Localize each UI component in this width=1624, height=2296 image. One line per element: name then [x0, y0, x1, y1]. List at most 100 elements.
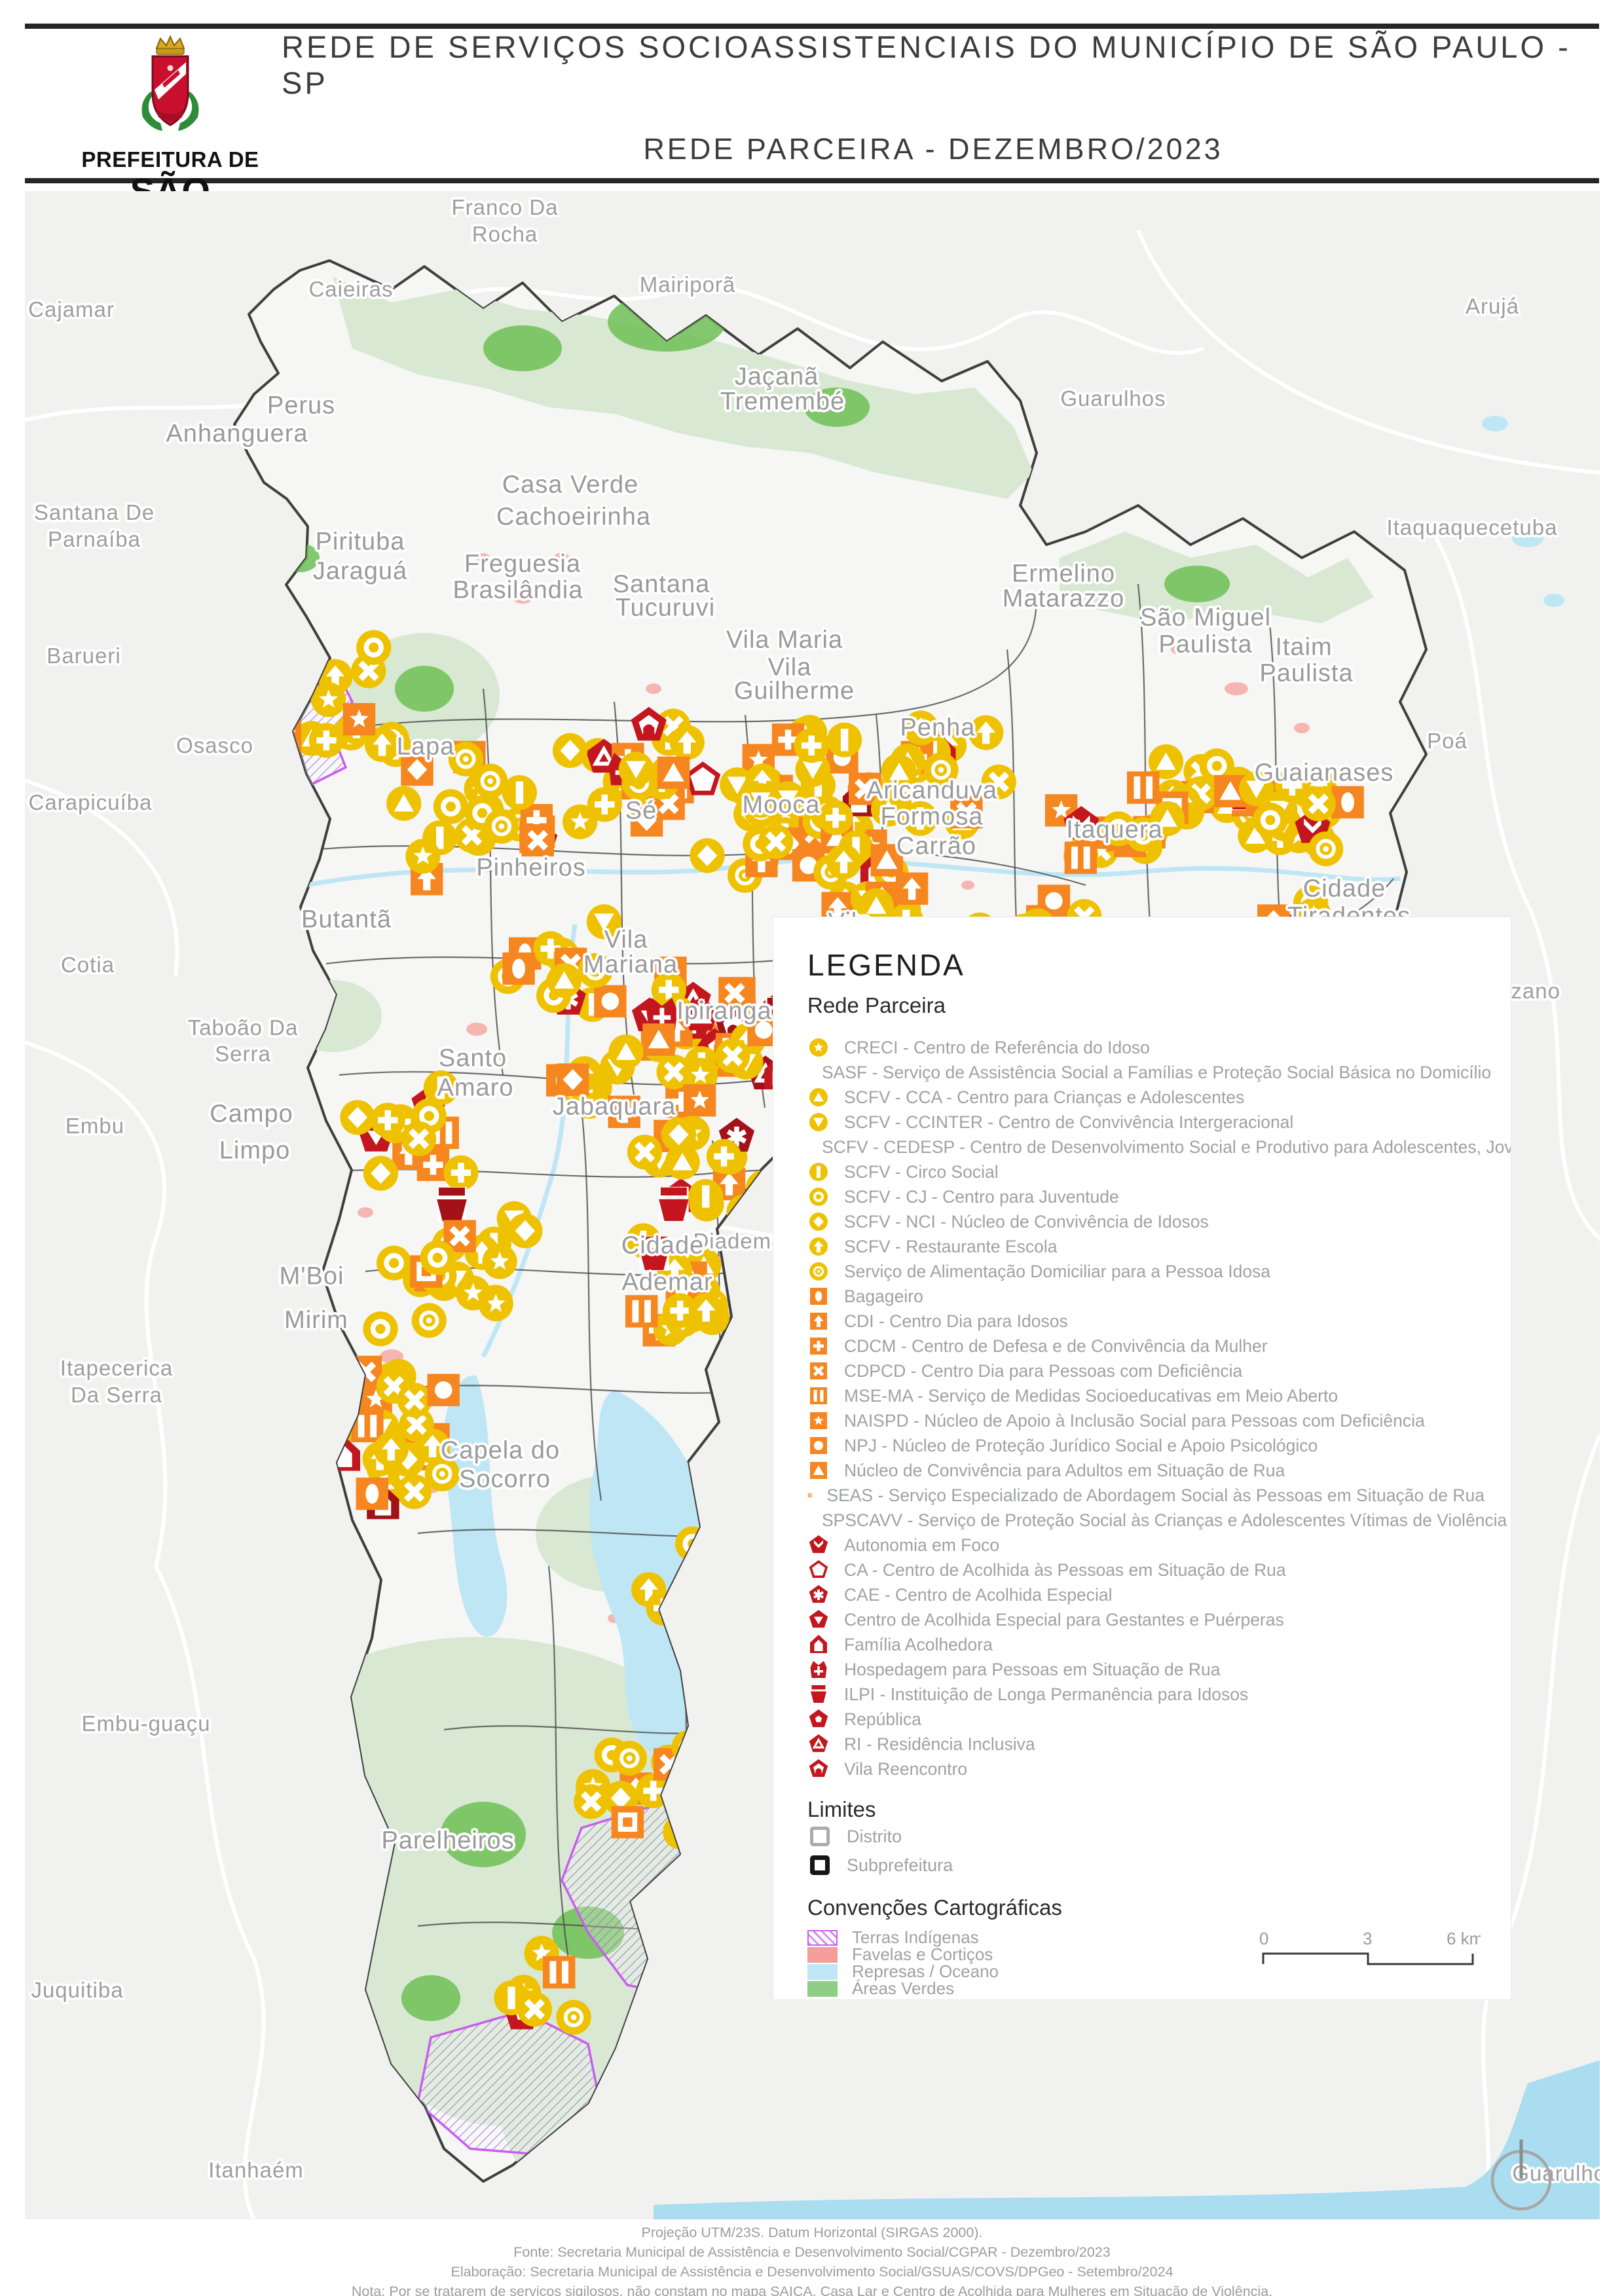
district-label: Jaçanã [734, 363, 819, 391]
municipality-label: Juquitiba [31, 1978, 124, 2002]
legend-item: SCFV - Circo Social [807, 1159, 1485, 1184]
marker-yellow-arrow-up [688, 1293, 724, 1328]
marker-red-pent-o [685, 761, 721, 795]
marker-yellow-star [682, 1057, 718, 1093]
district-label: Cidade [1302, 875, 1386, 903]
legend-item-label: NAISPD - Núcleo de Apoio à Inclusão Soci… [844, 1410, 1425, 1430]
district-label: Parelheiros [381, 1827, 515, 1855]
district-label: Santana [612, 570, 710, 598]
marker-yellow-diamond [661, 1117, 697, 1152]
legend-item: Hospedagem para Pessoas em Situação de R… [807, 1657, 1485, 1682]
marker-yellow-plus [818, 800, 853, 835]
marker-yellow-plus [794, 728, 829, 763]
legend-item: NPJ - Núcleo de Proteção Jurídico Social… [807, 1433, 1485, 1458]
district-label: Freguesia [464, 550, 581, 578]
marker-yellow-ring [363, 1311, 398, 1347]
marker-yellow-plus [443, 1155, 479, 1190]
marker-yellow-dot-ring [473, 763, 508, 799]
district-label: Vila [767, 653, 812, 682]
legend-item-label: ILPI - Instituição de Longa Permanência … [844, 1684, 1249, 1704]
legend-item: Família Acolhedora [807, 1632, 1485, 1657]
marker-yellow-arrow-up [364, 727, 400, 762]
district-label: Santo [438, 1044, 507, 1072]
marker-orange-bars2 [625, 1295, 658, 1328]
marker-yellow-dot-ring [484, 809, 519, 844]
district-label: Guilherme [733, 677, 855, 705]
marker-orange-circle [594, 985, 627, 1018]
legend-item-label: SCFV - CCINTER - Centro de Convivência I… [844, 1112, 1294, 1132]
legend-orange-plus-icon [810, 1338, 827, 1355]
marker-yellow-star [405, 839, 441, 874]
marker-yellow-x [715, 1038, 750, 1074]
legend-red-asterisk-icon [809, 1585, 828, 1603]
footer-notes: Projeção UTM/23S. Datum Horizontal (SIRG… [0, 2223, 1624, 2296]
convention-item: Represas / Oceano [807, 1961, 1485, 1981]
legend-orange-ellipse-icon [810, 1288, 827, 1305]
legend-item: ILPI - Instituição de Longa Permanência … [807, 1682, 1485, 1707]
marker-orange-arrow-up [895, 872, 929, 905]
marker-orange-star [683, 1084, 716, 1117]
district-label: São Miguel [1139, 604, 1272, 632]
district-label: Formosa [880, 803, 984, 831]
marker-yellow-star [563, 804, 598, 839]
marker-orange-x [950, 796, 983, 829]
marker-yellow-tri-up [547, 963, 582, 998]
north-arrow [1490, 2140, 1552, 2211]
marker-red-ri [682, 996, 719, 1030]
marker-yellow-x [574, 1784, 609, 1819]
marker-red-basket [659, 1186, 689, 1222]
scale-label-0: 0 [1259, 1930, 1268, 1948]
marker-yellow-x [627, 1135, 663, 1170]
marker-yellow-tri-up [881, 754, 917, 790]
marker-orange-ellipse [356, 1477, 388, 1510]
marker-orange-plus [771, 723, 805, 756]
marker-yellow-ring [433, 789, 468, 824]
header-divider [25, 178, 1599, 183]
marker-orange-x [718, 977, 751, 1010]
legend-item: SCFV - NCI - Núcleo de Convivência de Id… [807, 1209, 1485, 1234]
legend-item: CDCM - Centro de Defesa e de Convivência… [807, 1334, 1485, 1358]
legend-item-label: Bagageiro [844, 1286, 923, 1306]
legend-item: MSE-MA - Serviço de Medidas Socioeducati… [807, 1383, 1485, 1408]
marker-yellow-star [311, 682, 346, 718]
marker-yellow-ring [377, 1245, 412, 1281]
marker-yellow-bar [688, 1179, 724, 1214]
footer-note: Nota: Por se tratarem de serviços sigilo… [351, 2284, 1273, 2296]
scale-label-6km: 6 km [1447, 1930, 1481, 1948]
marker-yellow-diamond [690, 838, 725, 873]
marker-red-crown [646, 998, 678, 1030]
subpref-boundary-icon [810, 1855, 830, 1875]
convention-item: Áreas Verdes [807, 1978, 1485, 1998]
legend-item: SASF - Serviço de Assistência Social a F… [807, 1060, 1491, 1085]
conventions-rows: Terras Indígenas Favelas e Cortiços Repres… [807, 1927, 1485, 1998]
marker-orange-diamond [557, 1063, 589, 1096]
legend-items: CRECI - Centro de Referência do Idoso SAS… [807, 1035, 1511, 1781]
legend-orange-bars2-icon [810, 1387, 827, 1404]
marker-yellow-tri-up [608, 1034, 644, 1070]
water-swatch [807, 1963, 838, 1980]
marker-yellow-dot-ring [923, 752, 959, 788]
top-rule [25, 24, 1599, 29]
convention-item: Favelas e Cortiços [807, 1944, 1485, 1964]
marker-yellow-plus [370, 1102, 405, 1138]
marker-yellow-tri-down [1239, 771, 1274, 807]
legend-red-gest-icon [809, 1610, 828, 1628]
legend-item: Centro de Acolhida Especial para Gestant… [807, 1607, 1485, 1632]
legend-yellow-tri-up-icon [809, 1088, 828, 1106]
municipality-label: Arujá [1465, 294, 1520, 318]
marker-yellow-arrow-up [669, 725, 705, 760]
limit-item: Distrito [810, 1822, 1485, 1851]
footer-source: Fonte: Secretaria Municipal de Assistênc… [513, 2244, 1111, 2260]
marker-yellow-plus [1274, 768, 1310, 803]
legend-orange-star-icon [810, 1412, 827, 1429]
district-label: Sé [625, 797, 657, 825]
marker-yellow-star [455, 1275, 491, 1311]
legend-item: SCFV - CCINTER - Centro de Convivência I… [807, 1110, 1485, 1135]
legend-red-af-icon [809, 1535, 828, 1554]
district-label: Casa Verde [502, 471, 639, 499]
marker-red-basket [437, 1186, 467, 1222]
municipality-label: Guarulhos [1512, 2161, 1600, 2185]
municipality-label: Poá [1427, 729, 1467, 753]
district-label: Paulista [1158, 630, 1253, 659]
district-label: Campo [210, 1100, 293, 1128]
